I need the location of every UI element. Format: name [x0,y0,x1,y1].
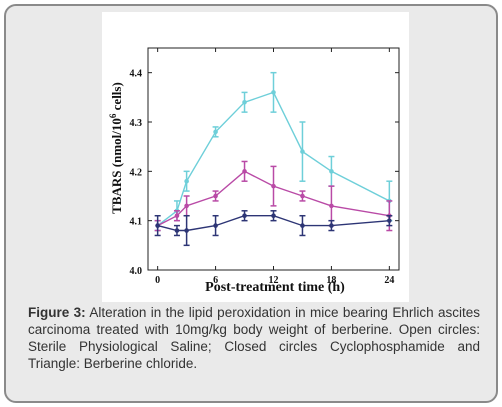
y-tick-label: 4.1 [130,217,143,228]
figure-caption-label: Figure 3: [28,305,86,320]
x-tick-label: 12 [269,275,279,286]
x-tick-label: 18 [326,275,336,286]
data-point [242,99,247,105]
chart-axes: 4.0 4.1 4.2 4.3 4.4 0 6 12 18 24 [130,47,400,286]
data-point [155,223,160,228]
data-point [184,228,189,233]
y-tick-label: 4.0 [130,266,143,277]
data-point [271,90,276,95]
figure-caption-text: Alteration in the lipid peroxidation in … [28,305,480,371]
data-point [213,193,218,199]
y-tick-label: 4.3 [130,118,143,129]
line-chart: 4.0 4.1 4.2 4.3 4.4 0 6 12 18 24 Post-treatment t… [108,47,400,295]
y-tick-label: 4.2 [130,167,143,178]
data-point [329,203,334,209]
data-point [300,193,305,199]
figure-caption: Figure 3: Alteration in the lipid peroxi… [28,304,480,372]
data-point [184,203,189,209]
plot-area: 4.0 4.1 4.2 4.3 4.4 0 6 12 18 24 Post-treatment t… [102,12,409,302]
data-point [300,223,305,228]
x-axis-label: Post-treatment time (h) [205,280,345,295]
y-axis-label-main: TBARS (nmol/10 [109,118,124,214]
x-tick-label: 6 [213,275,218,286]
chart-series [154,71,393,247]
x-tick-label: 0 [155,275,160,286]
data-point [387,218,392,223]
data-point [242,213,247,219]
figure-card: 4.0 4.1 4.2 4.3 4.4 0 6 12 18 24 Post-treatment t… [4,4,498,403]
data-point [213,223,218,228]
data-point [329,169,334,174]
data-point [174,213,180,219]
data-point [213,129,218,135]
data-point [184,178,189,184]
data-point [300,149,305,154]
data-point [329,223,334,228]
data-point [242,169,247,174]
y-tick-label: 4.4 [130,69,143,80]
data-point [174,228,180,233]
y-axis-label-unit: cells) [109,82,124,113]
y-axis-label-exponent: 6 [108,113,118,118]
y-axis-label: TBARS (nmol/106 cells) [108,82,124,214]
x-tick-label: 24 [384,275,394,286]
data-point [271,183,276,189]
data-point [271,213,276,219]
